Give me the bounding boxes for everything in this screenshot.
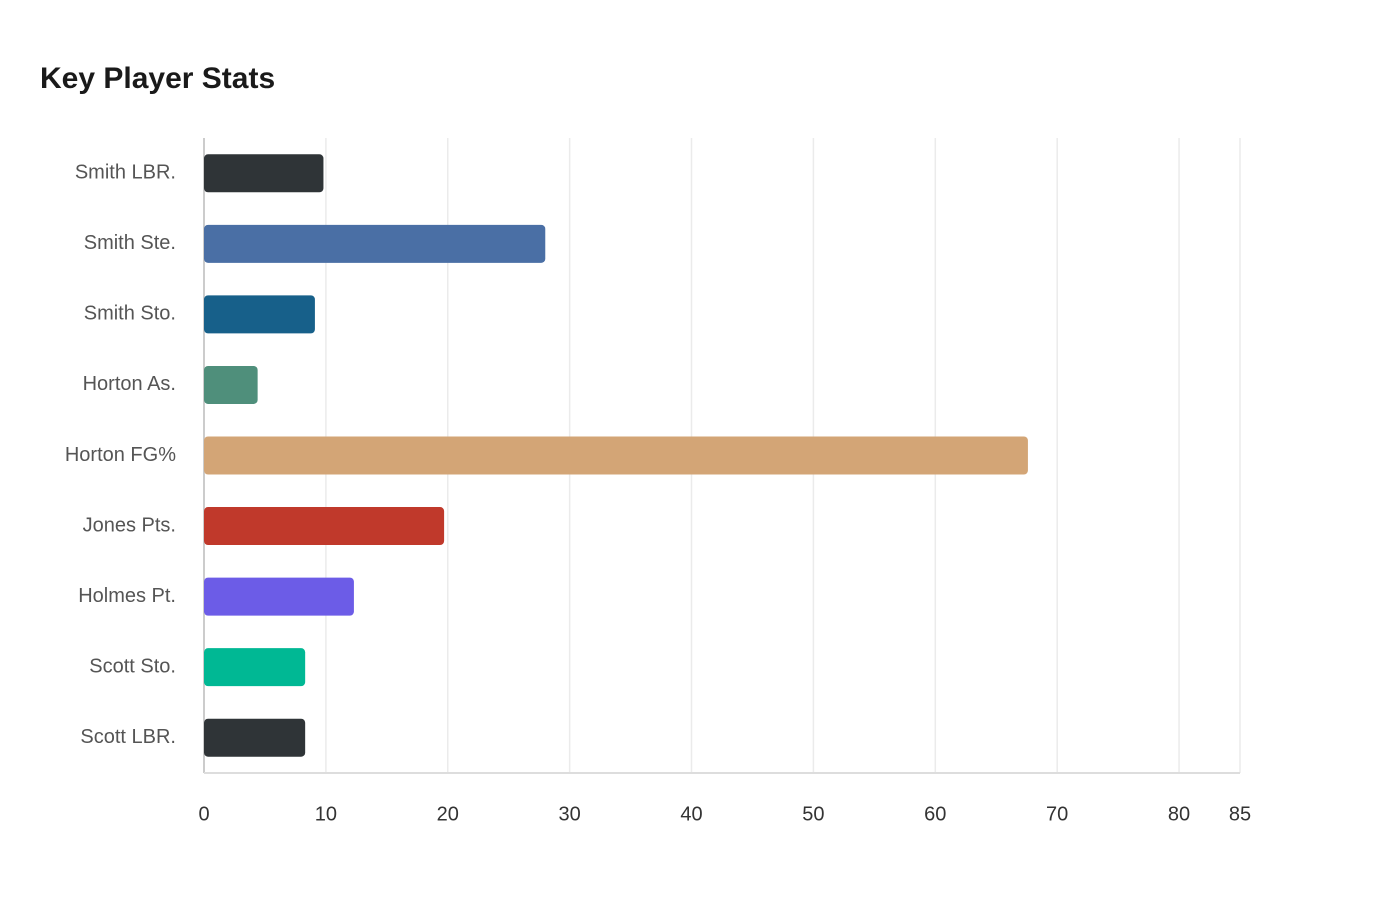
bar <box>204 507 445 546</box>
x-tick-label: 70 <box>1046 803 1068 825</box>
x-tick-label: 40 <box>680 803 702 825</box>
y-tick-label: Holmes Pt. <box>78 585 176 607</box>
bar <box>204 365 258 404</box>
bar <box>204 577 354 616</box>
x-tick-label: 60 <box>924 803 946 825</box>
x-tick-label: 30 <box>559 803 581 825</box>
x-tick-label: 20 <box>437 803 459 825</box>
y-tick-label: Horton FG% <box>65 444 176 466</box>
y-tick-label: Scott Sto. <box>89 655 176 677</box>
x-tick-label: 80 <box>1168 803 1190 825</box>
y-tick-label: Jones Pts. <box>83 514 176 536</box>
x-tick-label: 50 <box>802 803 824 825</box>
y-tick-label: Horton As. <box>83 373 176 395</box>
y-tick-label: Smith Ste. <box>84 232 176 254</box>
bar <box>204 718 306 757</box>
y-tick-label: Smith Sto. <box>84 303 176 325</box>
chart-title: Key Player Stats <box>40 62 275 95</box>
bar <box>204 154 324 193</box>
bar <box>204 436 1028 475</box>
x-tick-label: 85 <box>1229 803 1251 825</box>
x-tick-label: 0 <box>198 803 209 825</box>
bar <box>204 224 546 263</box>
bar <box>204 295 315 334</box>
bar <box>204 648 306 687</box>
y-tick-label: Scott LBR. <box>80 726 176 748</box>
y-tick-label: Smith LBR. <box>75 162 176 184</box>
x-tick-label: 10 <box>315 803 337 825</box>
